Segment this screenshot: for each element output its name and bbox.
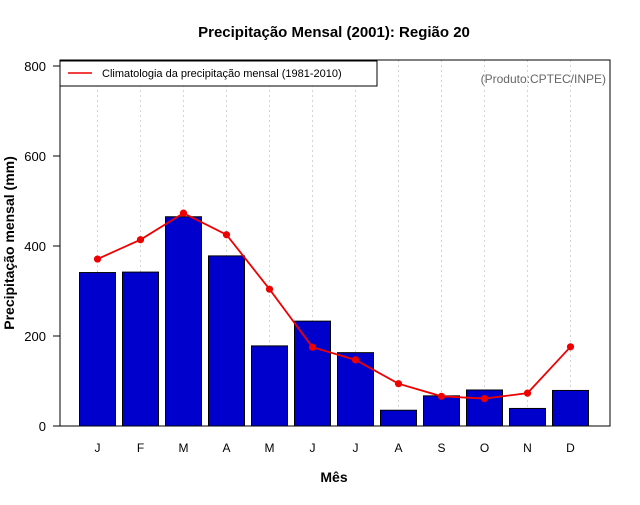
legend-label: Climatologia da precipitação mensal (198… bbox=[102, 68, 342, 80]
y-tick-label: 200 bbox=[24, 329, 46, 344]
climatology-point-12 bbox=[566, 343, 575, 351]
x-tick-label: S bbox=[437, 441, 445, 455]
bar-3 bbox=[165, 216, 202, 427]
y-tick-label: 0 bbox=[39, 419, 46, 434]
bar-9 bbox=[423, 395, 460, 427]
bar-2 bbox=[122, 271, 159, 427]
climatology-point-11 bbox=[523, 389, 532, 397]
climatology-point-6 bbox=[308, 343, 317, 351]
climatology-point-9 bbox=[437, 392, 446, 400]
climatology-line bbox=[97, 212, 572, 400]
x-tick-label: J bbox=[310, 441, 316, 455]
bar-8 bbox=[380, 409, 417, 427]
bar-11 bbox=[509, 407, 546, 427]
bar-series bbox=[79, 216, 589, 427]
x-tick-label: O bbox=[480, 441, 489, 455]
climatology-point-7 bbox=[351, 356, 360, 364]
x-axis-label: Mês bbox=[320, 469, 347, 485]
bar-7 bbox=[337, 352, 374, 427]
credit-text: (Produto:CPTEC/INPE) bbox=[481, 72, 606, 86]
chart-title: Precipitação Mensal (2001): Região 20 bbox=[198, 24, 470, 41]
bar-12 bbox=[552, 389, 589, 427]
bar-4 bbox=[208, 255, 245, 427]
legend-box bbox=[59, 60, 378, 87]
climatology-point-3 bbox=[179, 209, 188, 217]
x-tick-label: A bbox=[394, 441, 402, 455]
y-axis-label: Precipitação mensal (mm) bbox=[1, 156, 17, 330]
x-tick-label: M bbox=[179, 441, 189, 455]
y-tick-label: 600 bbox=[24, 149, 46, 164]
x-tick-label: D bbox=[566, 441, 575, 455]
x-tick-label: J bbox=[353, 441, 359, 455]
climatology-point-1 bbox=[93, 255, 102, 263]
climatology-point-8 bbox=[394, 380, 403, 388]
bar-5 bbox=[251, 345, 288, 427]
climatology-point-4 bbox=[222, 231, 231, 239]
x-tick-label: N bbox=[523, 441, 532, 455]
legend: Climatologia da precipitação mensal (198… bbox=[59, 60, 378, 87]
climatology-point-2 bbox=[136, 236, 145, 244]
y-axis: 0 200 400 600 800 bbox=[24, 59, 61, 434]
bar-6 bbox=[294, 320, 331, 427]
bar-1 bbox=[79, 272, 116, 427]
x-tick-label: A bbox=[222, 441, 230, 455]
climatology-line-series bbox=[93, 209, 575, 403]
x-tick-label: F bbox=[137, 441, 144, 455]
y-tick-label: 800 bbox=[24, 59, 46, 74]
x-tick-label: J bbox=[95, 441, 101, 455]
climatology-point-5 bbox=[265, 285, 274, 293]
climatology-point-10 bbox=[480, 394, 489, 403]
y-tick-label: 400 bbox=[24, 239, 46, 254]
x-tick-label: M bbox=[265, 441, 275, 455]
